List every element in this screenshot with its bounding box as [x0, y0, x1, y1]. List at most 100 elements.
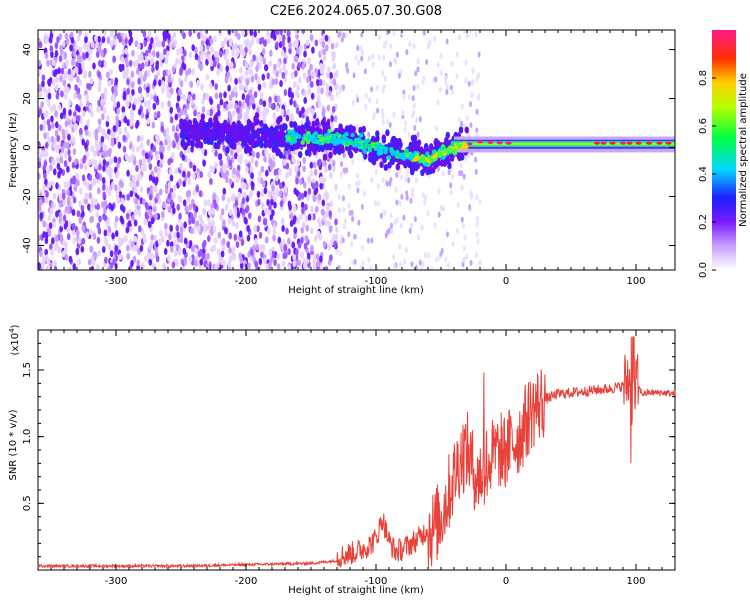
- heatmap-cell: [223, 101, 227, 109]
- heatmap-cell: [153, 234, 158, 242]
- heatmap-cell: [328, 151, 333, 159]
- heatmap-cell: [469, 259, 473, 266]
- heatmap-cell: [156, 110, 161, 118]
- heatmap-cell: [407, 94, 411, 101]
- heatmap-cell: [114, 77, 119, 85]
- heatmap-cell: [174, 113, 179, 121]
- heatmap-cell: [81, 174, 86, 182]
- heatmap-cell: [43, 86, 47, 94]
- heatmap-cell: [131, 214, 135, 222]
- heatmap-cell: [102, 150, 107, 158]
- heatmap-cell: [206, 199, 211, 207]
- colorbar-tick-label: 0.2: [698, 214, 709, 230]
- heatmap-cell: [337, 194, 341, 201]
- heatmap-cell: [359, 264, 363, 270]
- heatmap-cell: [411, 192, 414, 199]
- heatmap-cell: [415, 117, 419, 124]
- heatmap-cell: [252, 102, 256, 110]
- heatmap-cell: [374, 169, 378, 175]
- heatmap-cell: [76, 87, 81, 95]
- heatmap-cell: [55, 210, 59, 218]
- heatmap-cell: [409, 152, 414, 158]
- heatmap-cell: [410, 261, 414, 268]
- heatmap-cell: [128, 142, 133, 150]
- heatmap-cell: [90, 255, 95, 262]
- heatmap-cell: [471, 79, 474, 86]
- heatmap-cell: [361, 49, 365, 56]
- heatmap-cell: [416, 131, 420, 138]
- heatmap-cell: [82, 110, 86, 118]
- heatmap-cell: [66, 181, 71, 189]
- heatmap-cell: [222, 187, 227, 195]
- heatmap-cell: [361, 125, 366, 133]
- heatmap-cell: [63, 52, 68, 60]
- heatmap-cell: [332, 62, 336, 70]
- heatmap-cell: [176, 143, 180, 151]
- heatmap-cell: [48, 77, 53, 84]
- heatmap-cell: [168, 168, 173, 176]
- heatmap-cell: [425, 59, 429, 65]
- heatmap-cell: [469, 101, 472, 107]
- heatmap-cell: [475, 127, 479, 134]
- heatmap-cell: [225, 176, 229, 184]
- heatmap-cell: [40, 101, 44, 109]
- heatmap-cell: [277, 61, 281, 69]
- heatmap-cell: [52, 141, 57, 149]
- heatmap-cell: [360, 55, 364, 62]
- heatmap-cell: [136, 135, 141, 143]
- heatmap-cell: [148, 163, 153, 171]
- heatmap-cell: [261, 73, 266, 81]
- heatmap-cell: [188, 203, 192, 211]
- heatmap-cell: [286, 30, 291, 38]
- heatmap-cell: [311, 182, 316, 190]
- heatmap-cell: [289, 212, 294, 220]
- colorbar-tick-label: 0.0: [698, 262, 709, 278]
- heatmap-cell: [176, 94, 181, 102]
- heatmap-cell: [205, 58, 209, 66]
- heatmap-cell: [78, 187, 83, 195]
- heatmap-cell: [129, 94, 133, 102]
- heatmap-cell: [107, 80, 112, 87]
- heatmap-cell: [314, 119, 320, 127]
- heatmap-cell: [131, 88, 135, 96]
- heatmap-cell: [152, 50, 156, 57]
- heatmap-cell: [66, 86, 70, 94]
- heatmap-cell: [263, 123, 268, 131]
- heatmap-cell: [126, 119, 130, 127]
- heatmap-cell: [416, 83, 420, 90]
- heatmap-cell: [121, 38, 126, 46]
- heatmap-cell: [291, 155, 296, 163]
- heatmap-cell: [194, 46, 198, 54]
- heatmap-cell: [219, 50, 223, 58]
- heatmap-cell: [103, 47, 107, 55]
- heatmap-cell: [392, 135, 397, 143]
- heatmap-cell: [234, 91, 238, 98]
- heatmap-cell: [189, 81, 194, 88]
- heatmap-cell: [213, 60, 217, 68]
- heatmap-cell: [116, 101, 121, 109]
- heatmap-cell: [217, 109, 221, 117]
- heatmap-cell: [250, 38, 254, 46]
- heatmap-cell: [420, 266, 424, 270]
- heatmap-cell: [283, 245, 288, 253]
- heatmap-cell: [166, 45, 170, 53]
- heatmap-cell: [126, 252, 130, 260]
- heatmap-cell: [133, 209, 138, 216]
- heatmap-cell: [345, 167, 349, 174]
- heatmap-cell: [464, 59, 468, 66]
- heatmap-cell: [162, 262, 166, 270]
- heatmap-cell: [255, 243, 260, 251]
- heatmap-cell: [96, 106, 100, 114]
- heatmap-cell: [282, 252, 287, 260]
- heatmap-cell: [38, 41, 43, 49]
- heatmap-cell: [81, 138, 85, 146]
- heatmap-cell: [152, 42, 157, 50]
- heatmap-cell: [207, 132, 212, 140]
- heatmap-cell: [57, 246, 61, 254]
- heatmap-cell: [259, 91, 264, 99]
- heatmap-cell: [59, 156, 63, 164]
- heatmap-cell: [338, 123, 343, 131]
- heatmap-cell: [127, 220, 132, 228]
